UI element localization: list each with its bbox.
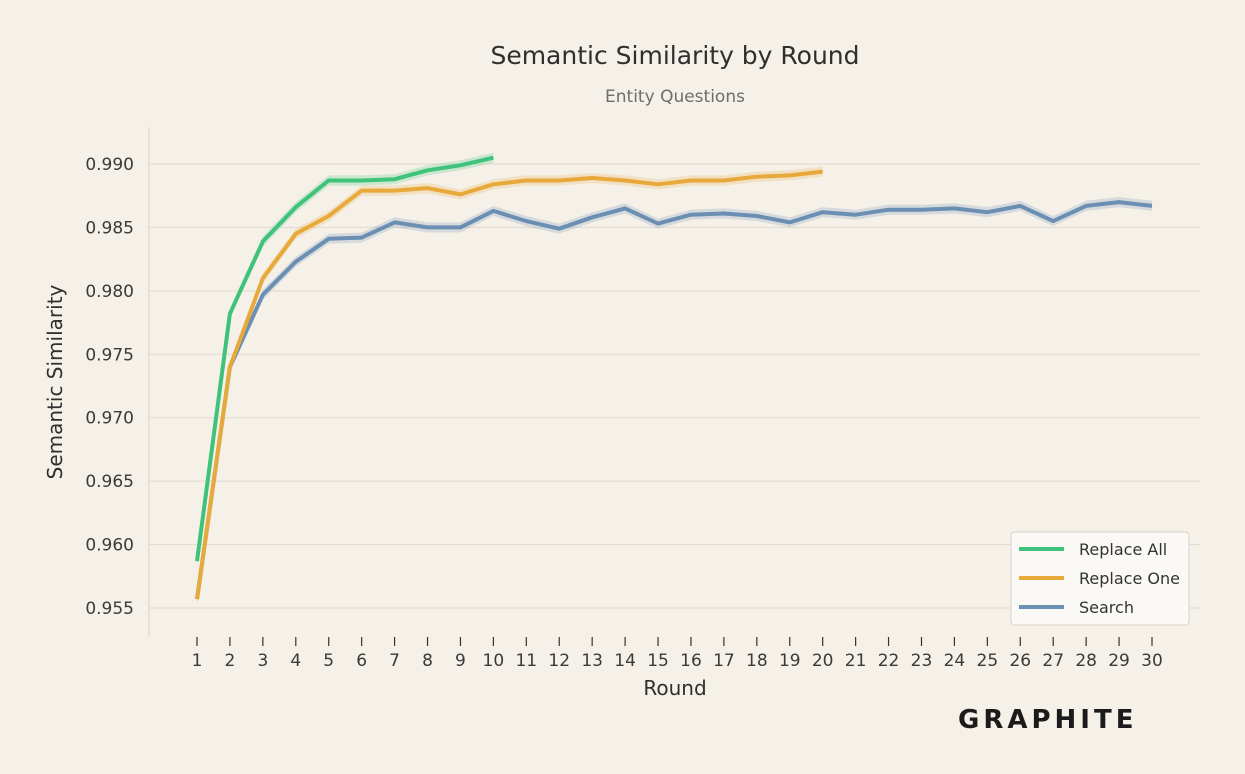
x-tick-label: 29 bbox=[1108, 651, 1130, 671]
x-tick-label: 10 bbox=[483, 651, 505, 671]
x-tick-label: 7 bbox=[389, 651, 400, 671]
y-tick-label: 0.990 bbox=[85, 155, 134, 175]
x-tick-label: 28 bbox=[1075, 651, 1097, 671]
x-tick-label: 18 bbox=[746, 651, 768, 671]
chart-subtitle: Entity Questions bbox=[605, 87, 745, 107]
legend: Replace All Replace One Search bbox=[1010, 531, 1190, 626]
y-tick-label: 0.980 bbox=[85, 282, 134, 302]
series-line-search bbox=[195, 200, 1153, 600]
confidence-band-search bbox=[197, 197, 1152, 605]
x-tick-label: 3 bbox=[257, 651, 268, 671]
x-tick-label: 23 bbox=[911, 651, 933, 671]
x-tick-label: 22 bbox=[878, 651, 900, 671]
x-tick-label: 17 bbox=[713, 651, 735, 671]
y-tick-label: 0.960 bbox=[85, 536, 134, 556]
x-tick-label: 20 bbox=[812, 651, 834, 671]
confidence-band-replace-one bbox=[197, 166, 823, 605]
confidence-band-replace-all bbox=[197, 152, 494, 567]
series-lines bbox=[195, 155, 1153, 600]
y-axis-label: Semantic Similarity bbox=[43, 284, 67, 479]
x-tick-label: 24 bbox=[944, 651, 966, 671]
y-tick-label: 0.965 bbox=[85, 472, 134, 492]
legend-box bbox=[1010, 531, 1190, 626]
y-tick-labels: 0.955 0.960 0.965 0.970 0.975 0.980 0.985 0.990 bbox=[85, 155, 134, 619]
legend-label-search: Search bbox=[1079, 598, 1134, 617]
x-tick-label: 4 bbox=[290, 651, 301, 671]
x-tick-label: 19 bbox=[779, 651, 801, 671]
x-tick-label: 9 bbox=[455, 651, 466, 671]
y-tick-label: 0.970 bbox=[85, 409, 134, 429]
x-tick-label: 15 bbox=[647, 651, 669, 671]
x-tick-label: 12 bbox=[548, 651, 570, 671]
x-axis-label: Round bbox=[643, 676, 706, 700]
x-tick-label: 13 bbox=[581, 651, 603, 671]
grid-lines bbox=[149, 163, 1200, 609]
x-tick-label: 5 bbox=[323, 651, 334, 671]
series-line-replace-all bbox=[195, 155, 494, 562]
x-tick-label: 14 bbox=[614, 651, 636, 671]
x-tick-labels: 1 2 3 4 5 6 7 8 9 10 11 12 13 14 15 16 17 18 19 20 21 22 23 24 2… bbox=[192, 637, 1163, 671]
x-tick-label: 21 bbox=[845, 651, 867, 671]
legend-label-replace-all: Replace All bbox=[1079, 540, 1167, 559]
x-tick-label: 6 bbox=[356, 651, 367, 671]
graphite-logo: GRAPHITE bbox=[958, 705, 1137, 735]
y-tick-label: 0.955 bbox=[85, 599, 134, 619]
x-tick-label: 1 bbox=[192, 651, 203, 671]
legend-label-replace-one: Replace One bbox=[1079, 569, 1180, 588]
x-tick-label: 11 bbox=[515, 651, 537, 671]
x-tick-label: 26 bbox=[1009, 651, 1031, 671]
x-tick-label: 8 bbox=[422, 651, 433, 671]
x-tick-label: 25 bbox=[977, 651, 999, 671]
y-tick-label: 0.985 bbox=[85, 218, 134, 238]
x-tick-label: 16 bbox=[680, 651, 702, 671]
chart-title: Semantic Similarity by Round bbox=[490, 41, 859, 70]
y-tick-label: 0.975 bbox=[85, 345, 134, 365]
x-tick-label: 2 bbox=[225, 651, 236, 671]
x-tick-label: 30 bbox=[1141, 651, 1163, 671]
series-line-replace-one bbox=[195, 169, 823, 600]
x-tick-label: 27 bbox=[1042, 651, 1064, 671]
